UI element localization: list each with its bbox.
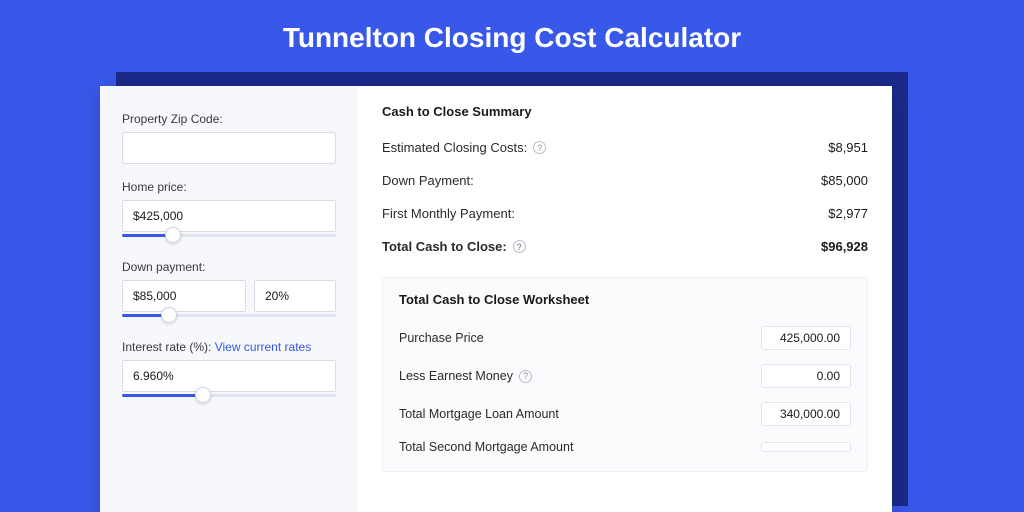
- summary-row-total: Total Cash to Close: ? $96,928: [382, 230, 868, 263]
- summary-label: Total Cash to Close:: [382, 239, 507, 254]
- worksheet-label: Purchase Price: [399, 331, 484, 345]
- worksheet-label: Total Mortgage Loan Amount: [399, 407, 559, 421]
- worksheet-section: Total Cash to Close Worksheet Purchase P…: [382, 277, 868, 472]
- worksheet-label: Total Second Mortgage Amount: [399, 440, 573, 454]
- worksheet-row-purchase-price: Purchase Price 425,000.00: [399, 319, 851, 357]
- down-payment-label: Down payment:: [122, 260, 336, 274]
- summary-label: Down Payment:: [382, 173, 474, 188]
- summary-section: Cash to Close Summary Estimated Closing …: [382, 104, 868, 263]
- help-icon[interactable]: ?: [513, 240, 526, 253]
- worksheet-row-earnest-money: Less Earnest Money ? 0.00: [399, 357, 851, 395]
- down-payment-percent-input[interactable]: [254, 280, 336, 312]
- page-title: Tunnelton Closing Cost Calculator: [0, 0, 1024, 72]
- slider-thumb[interactable]: [161, 307, 177, 323]
- accent-bar: [116, 72, 908, 86]
- worksheet-value: [761, 442, 851, 452]
- worksheet-title: Total Cash to Close Worksheet: [399, 292, 851, 307]
- home-price-slider[interactable]: [122, 230, 336, 244]
- summary-row-down-payment: Down Payment: $85,000: [382, 164, 868, 197]
- summary-row-first-payment: First Monthly Payment: $2,977: [382, 197, 868, 230]
- down-payment-group: Down payment:: [122, 260, 336, 324]
- zip-group: Property Zip Code:: [122, 112, 336, 164]
- results-panel: Cash to Close Summary Estimated Closing …: [358, 86, 892, 512]
- zip-input[interactable]: [122, 132, 336, 164]
- worksheet-row-second-mortgage: Total Second Mortgage Amount: [399, 433, 851, 461]
- interest-rate-group: Interest rate (%): View current rates: [122, 340, 336, 404]
- worksheet-value: 425,000.00: [761, 326, 851, 350]
- worksheet-value: 0.00: [761, 364, 851, 388]
- summary-title: Cash to Close Summary: [382, 104, 868, 119]
- home-price-label: Home price:: [122, 180, 336, 194]
- input-panel: Property Zip Code: Home price: Down paym…: [100, 86, 358, 512]
- slider-thumb[interactable]: [165, 227, 181, 243]
- worksheet-value: 340,000.00: [761, 402, 851, 426]
- interest-rate-label: Interest rate (%): View current rates: [122, 340, 336, 354]
- interest-rate-slider[interactable]: [122, 390, 336, 404]
- zip-label: Property Zip Code:: [122, 112, 336, 126]
- summary-value: $2,977: [828, 206, 868, 221]
- summary-value: $85,000: [821, 173, 868, 188]
- help-icon[interactable]: ?: [533, 141, 546, 154]
- view-rates-link[interactable]: View current rates: [215, 340, 312, 354]
- home-price-group: Home price:: [122, 180, 336, 244]
- summary-value: $96,928: [821, 239, 868, 254]
- worksheet-row-mortgage-amount: Total Mortgage Loan Amount 340,000.00: [399, 395, 851, 433]
- home-price-input[interactable]: [122, 200, 336, 232]
- summary-row-closing-costs: Estimated Closing Costs: ? $8,951: [382, 131, 868, 164]
- worksheet-label: Less Earnest Money: [399, 369, 513, 383]
- down-payment-amount-input[interactable]: [122, 280, 246, 312]
- help-icon[interactable]: ?: [519, 370, 532, 383]
- summary-value: $8,951: [828, 140, 868, 155]
- slider-thumb[interactable]: [195, 387, 211, 403]
- summary-label: Estimated Closing Costs:: [382, 140, 527, 155]
- down-payment-slider[interactable]: [122, 310, 336, 324]
- summary-label: First Monthly Payment:: [382, 206, 515, 221]
- calculator-card: Property Zip Code: Home price: Down paym…: [100, 86, 892, 512]
- interest-rate-input[interactable]: [122, 360, 336, 392]
